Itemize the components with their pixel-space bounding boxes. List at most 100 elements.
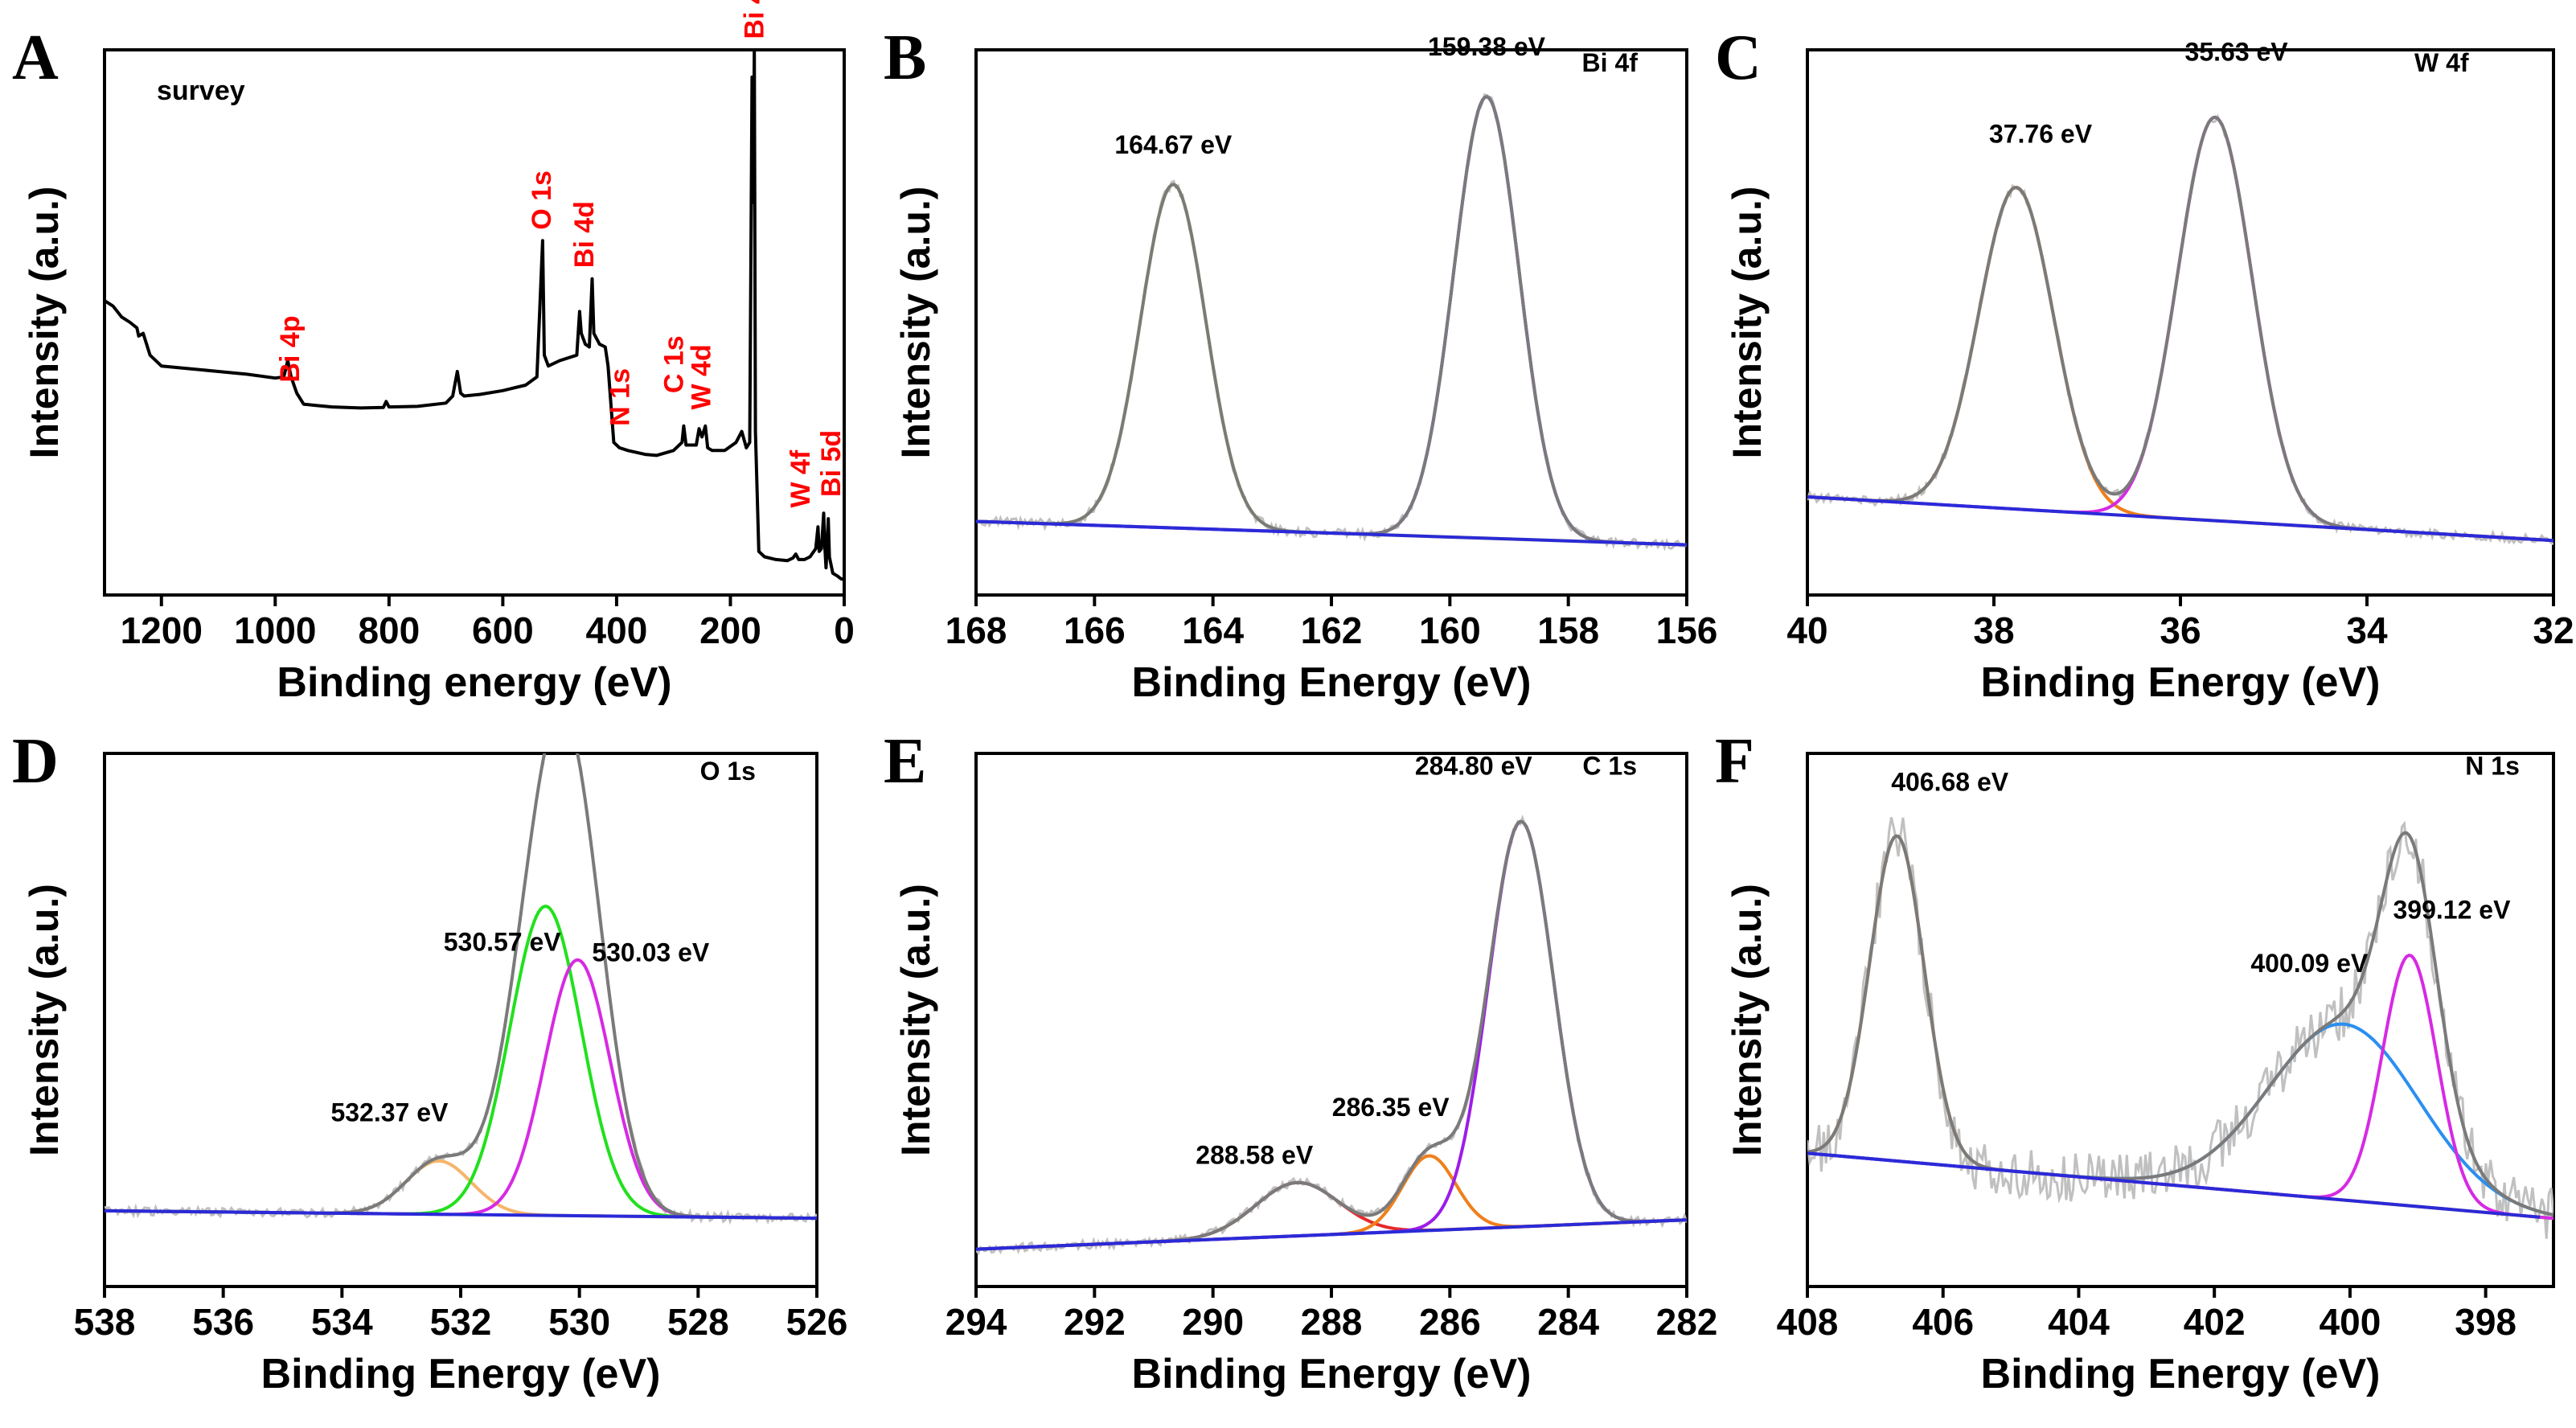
raw-data-line bbox=[1807, 113, 2553, 546]
x-tick-label: 284 bbox=[1537, 1301, 1599, 1343]
x-tick-label: 1000 bbox=[234, 609, 316, 651]
panel-label: B bbox=[884, 23, 926, 93]
fit-peak-line bbox=[976, 95, 1687, 547]
peak-annotation: N 1s bbox=[605, 368, 635, 426]
x-tick-label: 32 bbox=[2533, 609, 2574, 651]
panel-title: C 1s bbox=[1582, 752, 1637, 781]
x-axis-label: Binding Energy (eV) bbox=[1132, 659, 1532, 706]
x-tick-label: 0 bbox=[834, 609, 855, 651]
x-tick-label: 166 bbox=[1064, 609, 1126, 651]
x-tick-label: 538 bbox=[74, 1301, 136, 1343]
envelope-line bbox=[976, 95, 1687, 547]
envelope-line bbox=[976, 819, 1687, 1251]
plot-frame bbox=[1806, 752, 2555, 1288]
plot-frame bbox=[1806, 48, 2555, 597]
peak-annotation: 159.38 eV bbox=[1428, 32, 1546, 61]
x-tick-label: 158 bbox=[1537, 609, 1599, 651]
fit-peak-line bbox=[976, 819, 1687, 1251]
plot-frame bbox=[103, 752, 818, 1288]
y-axis-label: Intensity (a.u.) bbox=[893, 884, 938, 1156]
baseline-line bbox=[976, 1218, 1687, 1251]
raw-data-line bbox=[976, 815, 1687, 1256]
x-tick-label: 398 bbox=[2455, 1301, 2517, 1343]
x-axis-label: Binding Energy (eV) bbox=[1981, 1351, 2381, 1397]
x-tick-label: 156 bbox=[1656, 609, 1718, 651]
x-tick-label: 168 bbox=[945, 609, 1007, 651]
panel-c: C 40 38 36 34 32 Binding Energy (eV) Intensity … bbox=[1715, 23, 2574, 706]
panel-title: O 1s bbox=[700, 757, 756, 786]
fit-peak-line bbox=[105, 1159, 817, 1221]
peak-annotation: 164.67 eV bbox=[1114, 130, 1233, 159]
curves bbox=[976, 92, 1687, 552]
x-axis-label: Binding Energy (eV) bbox=[1132, 1351, 1532, 1397]
baseline-line bbox=[105, 1208, 817, 1221]
peak-annotation: O 1s bbox=[527, 170, 557, 230]
x-tick-label: 36 bbox=[2160, 609, 2201, 651]
peak-annotation: W 4d bbox=[687, 344, 717, 409]
peak-annotation: 400.09 eV bbox=[2250, 949, 2369, 978]
x-tick-label: 406 bbox=[1912, 1301, 1974, 1343]
x-axis-label: Binding Energy (eV) bbox=[1981, 659, 2381, 706]
x-tick-label: 600 bbox=[472, 609, 534, 651]
panel-label: F bbox=[1715, 726, 1754, 797]
curves bbox=[1807, 113, 2553, 546]
x-tick-label: 292 bbox=[1064, 1301, 1126, 1343]
x-tick-label: 164 bbox=[1182, 609, 1244, 651]
panel-title: survey bbox=[157, 76, 245, 106]
peak-annotation: 286.35 eV bbox=[1332, 1093, 1450, 1122]
envelope-line bbox=[1807, 115, 2553, 543]
peak-annotation: 406.68 eV bbox=[1891, 767, 2009, 796]
panel-a: A 1200 1000 800 600 400 200 0 Binding energy (eV… bbox=[12, 0, 855, 706]
x-tick-label: 534 bbox=[311, 1301, 373, 1343]
panel-title: Bi 4f bbox=[1582, 48, 1639, 77]
panel-label: D bbox=[12, 726, 59, 797]
x-tick-label: 294 bbox=[945, 1301, 1007, 1343]
raw-data-line bbox=[976, 92, 1687, 552]
fit-peak-line bbox=[105, 958, 817, 1221]
peak-annotation: 399.12 eV bbox=[2393, 896, 2512, 925]
curves bbox=[1807, 817, 2553, 1239]
panel-title: N 1s bbox=[2465, 752, 2520, 781]
x-tick-label: 526 bbox=[786, 1301, 848, 1343]
peak-annotation: 284.80 eV bbox=[1415, 752, 1533, 781]
panel-f: F 408 406 404 402 400 398 Binding Energy (eV) In… bbox=[1715, 726, 2555, 1397]
x-tick-label: 530 bbox=[548, 1301, 610, 1343]
x-tick-label: 40 bbox=[1786, 609, 1827, 651]
raw-data-line bbox=[105, 753, 817, 1225]
x-tick-label: 800 bbox=[358, 609, 420, 651]
x-tick-label: 290 bbox=[1182, 1301, 1244, 1343]
curves bbox=[976, 815, 1687, 1256]
x-tick-label: 200 bbox=[699, 609, 761, 651]
fit-peak-line bbox=[1807, 834, 2553, 1221]
plot-frame bbox=[974, 48, 1688, 597]
plot-frame bbox=[103, 48, 846, 597]
x-tick-label: 400 bbox=[2320, 1301, 2381, 1343]
x-tick-label: 400 bbox=[586, 609, 648, 651]
x-tick-label: 408 bbox=[1777, 1301, 1839, 1343]
x-tick-label: 1200 bbox=[121, 609, 203, 651]
x-tick-label: 38 bbox=[1973, 609, 2014, 651]
peak-annotation: Bi 5d bbox=[816, 430, 847, 497]
panel-label: C bbox=[1715, 23, 1762, 93]
peak-annotation: Bi 4f bbox=[739, 0, 769, 39]
x-tick-label: 536 bbox=[192, 1301, 254, 1343]
x-tick-label: 286 bbox=[1419, 1301, 1481, 1343]
baseline-line bbox=[1807, 494, 2553, 543]
y-axis-label: Intensity (a.u.) bbox=[22, 884, 67, 1156]
raw-data-line bbox=[1807, 817, 2553, 1239]
curves bbox=[105, 753, 817, 1225]
x-axis-label: Binding energy (eV) bbox=[277, 659, 671, 706]
y-axis-label: Intensity (a.u.) bbox=[1725, 884, 1770, 1156]
x-tick-label: 404 bbox=[2048, 1301, 2110, 1343]
peak-annotation: Bi 4d bbox=[569, 201, 600, 268]
panel-e: E 294 292 290 288 286 284 282 Binding Energy (eV… bbox=[884, 726, 1717, 1397]
y-axis-label: Intensity (a.u.) bbox=[22, 187, 67, 459]
peak-annotation: 532.37 eV bbox=[330, 1098, 449, 1126]
x-tick-label: 402 bbox=[2184, 1301, 2246, 1343]
baseline-line bbox=[1807, 1151, 2541, 1219]
plot-frame bbox=[974, 752, 1688, 1288]
x-tick-label: 288 bbox=[1301, 1301, 1363, 1343]
envelope-line bbox=[1807, 831, 2553, 1217]
y-axis-label: Intensity (a.u.) bbox=[893, 187, 938, 459]
